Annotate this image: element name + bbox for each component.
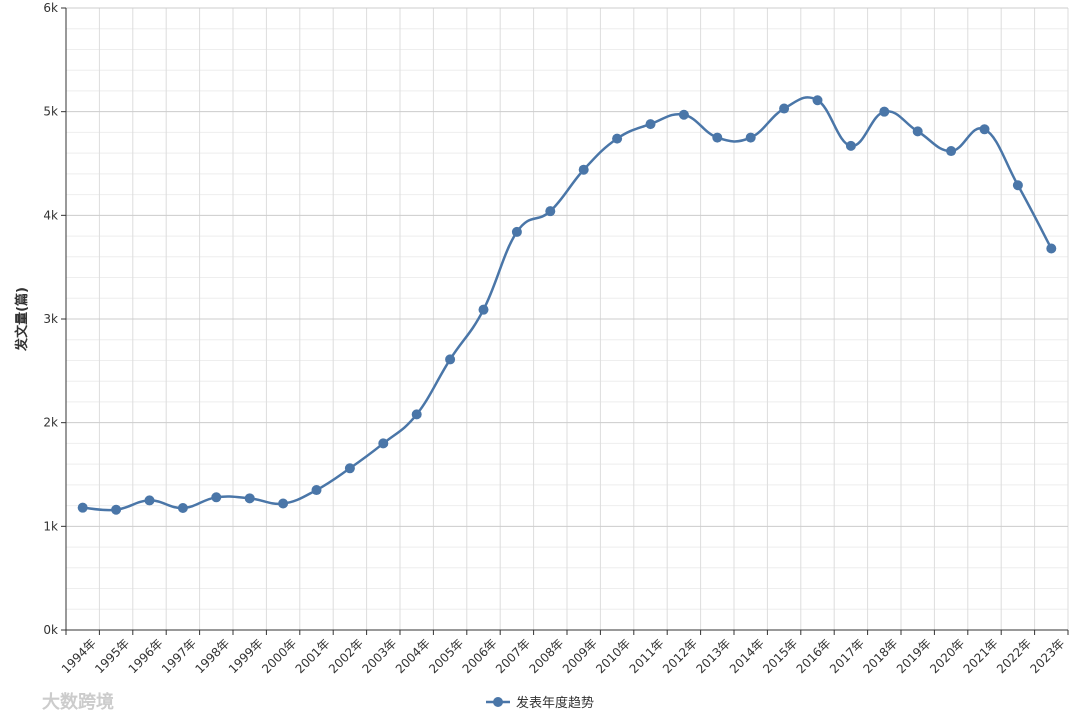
x-tick-label: 2009年: [560, 636, 600, 676]
x-tick-label: 1998年: [192, 636, 232, 676]
point: [278, 498, 289, 509]
x-tick-label: 2023年: [1027, 636, 1067, 676]
x-tick-label: 2000年: [259, 636, 299, 676]
x-tick-label: 2016年: [794, 636, 834, 676]
x-tick-label: 2001年: [293, 636, 333, 676]
point: [912, 126, 923, 137]
point: [812, 95, 823, 106]
legend-marker: [493, 697, 503, 707]
x-tick-label: 2021年: [961, 636, 1001, 676]
point: [545, 206, 556, 217]
y-axis-label: 发文量(篇): [14, 287, 30, 352]
point: [678, 109, 689, 120]
x-tick-label: 2015年: [760, 636, 800, 676]
point: [111, 504, 122, 515]
x-tick-label: 2017年: [827, 636, 867, 676]
x-tick-label: 2002年: [326, 636, 366, 676]
y-tick-label: 1k: [43, 519, 58, 533]
point: [478, 304, 489, 315]
legend-label: 发表年度趋势: [516, 695, 594, 711]
point: [211, 492, 222, 503]
point: [511, 226, 522, 237]
x-tick-label: 2005年: [426, 636, 466, 676]
point: [1012, 180, 1023, 191]
point: [311, 485, 322, 496]
point: [779, 103, 790, 114]
point: [411, 409, 422, 420]
x-tick-label: 1997年: [159, 636, 199, 676]
x-tick-label: 2003年: [359, 636, 399, 676]
point: [578, 164, 589, 175]
y-tick-label: 5k: [43, 105, 58, 119]
point: [378, 438, 389, 449]
x-tick-label: 2018年: [860, 636, 900, 676]
point: [445, 354, 456, 365]
x-tick-label: 2019年: [894, 636, 934, 676]
x-tick-label: 1994年: [59, 636, 99, 676]
point: [879, 106, 890, 117]
x-tick-label: 2008年: [526, 636, 566, 676]
x-tick-label: 2020年: [927, 636, 967, 676]
x-tick-label: 2014年: [727, 636, 767, 676]
x-tick-label: 2010年: [593, 636, 633, 676]
point: [244, 493, 255, 504]
x-tick-label: 1999年: [226, 636, 266, 676]
y-tick-label: 4k: [43, 208, 58, 222]
point: [645, 119, 656, 130]
point: [745, 132, 756, 143]
point: [845, 140, 856, 151]
x-tick-label: 2013年: [693, 636, 733, 676]
point: [1046, 243, 1057, 254]
y-tick-label: 0k: [43, 623, 58, 637]
x-tick-label: 2011年: [627, 636, 667, 676]
y-tick-label: 6k: [43, 1, 58, 15]
x-tick-label: 2012年: [660, 636, 700, 676]
y-tick-label: 2k: [43, 416, 58, 430]
x-tick-label: 2007年: [493, 636, 533, 676]
point: [946, 146, 957, 157]
watermark: 大数跨境: [42, 691, 114, 713]
point: [979, 124, 990, 135]
x-tick-label: 2004年: [393, 636, 433, 676]
x-tick-label: 2022年: [994, 636, 1034, 676]
x-tick-label: 1995年: [92, 636, 132, 676]
x-tick-label: 2006年: [460, 636, 500, 676]
y-tick-label: 3k: [43, 312, 58, 326]
point: [144, 495, 155, 506]
point: [177, 502, 188, 513]
point: [712, 132, 723, 143]
point: [77, 502, 88, 513]
point: [344, 463, 355, 474]
point: [612, 133, 623, 144]
x-tick-label: 1996年: [126, 636, 166, 676]
